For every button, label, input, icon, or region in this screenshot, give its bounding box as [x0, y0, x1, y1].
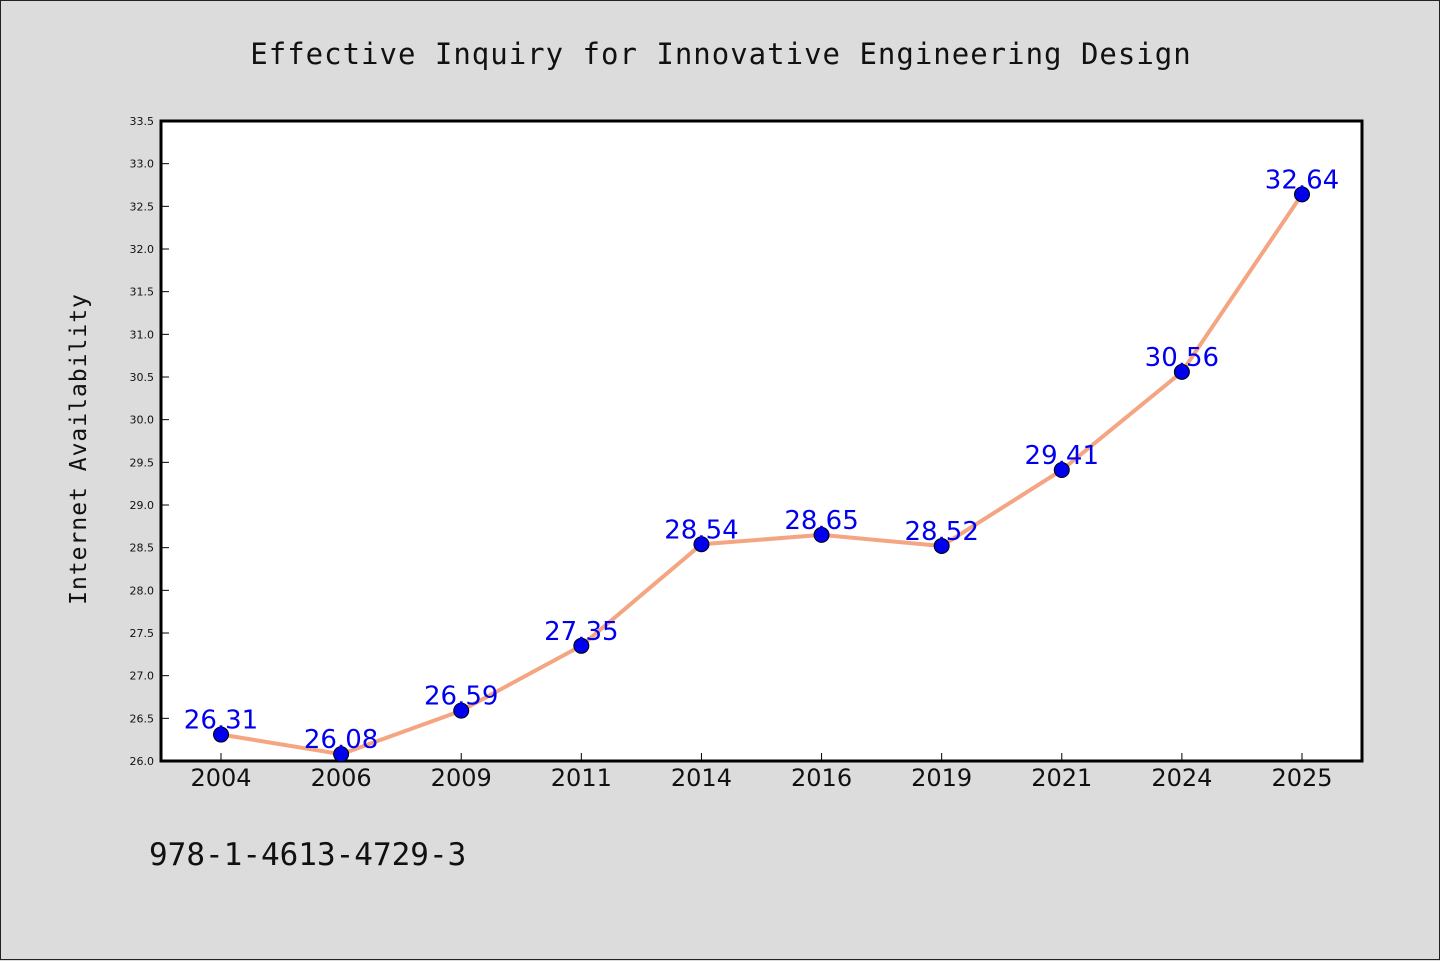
y-axis-ticks: 26.0 26.5 27.0 27.5 28.0 28.5 29.0 29.5 30.0 30.5… [130, 115, 169, 768]
x-tick-label: 2006 [311, 764, 372, 792]
y-tick-label: 32.0 [130, 243, 155, 256]
y-tick-label: 33.5 [130, 115, 155, 128]
data-label: 26.59 [424, 682, 498, 712]
x-tick-label: 2025 [1271, 764, 1332, 792]
y-tick-label: 30.5 [130, 371, 155, 384]
data-label: 27.35 [544, 617, 618, 647]
x-tick-label: 2024 [1151, 764, 1212, 792]
x-tick-label: 2021 [1031, 764, 1092, 792]
data-label: 26.08 [304, 725, 378, 755]
x-tick-label: 2014 [671, 764, 732, 792]
data-label: 28.54 [664, 515, 738, 545]
x-tick-label: 2004 [190, 764, 251, 792]
chart-title: Effective Inquiry for Innovative Enginee… [250, 37, 1191, 71]
data-point [453, 702, 470, 719]
y-tick-label: 26.5 [130, 712, 155, 725]
data-point [573, 637, 590, 654]
series-line [220, 193, 1304, 757]
data-label: 32.64 [1265, 165, 1339, 195]
data-label: 26.31 [184, 706, 258, 736]
data-point [933, 537, 950, 554]
y-tick-label: 26.0 [130, 755, 155, 768]
data-points [213, 186, 1310, 763]
y-tick-label: 29.5 [130, 456, 155, 469]
y-tick-label: 28.0 [130, 584, 155, 597]
data-point [1294, 186, 1310, 203]
y-axis-label: Internet Availability [66, 293, 92, 605]
x-tick-label: 2011 [551, 764, 612, 792]
data-label: 28.52 [904, 517, 978, 547]
data-labels: 26.31 26.08 26.59 27.35 28.54 28.65 28.52 29.41… [184, 165, 1339, 755]
data-label: 28.65 [784, 506, 858, 536]
data-point [1173, 363, 1190, 380]
y-tick-label: 31.5 [130, 286, 155, 299]
y-tick-label: 32.5 [130, 200, 155, 213]
y-tick-label: 28.5 [130, 542, 155, 555]
data-label: 29.41 [1025, 441, 1099, 471]
x-axis-ticks: 2004 2006 2009 2011 2014 2016 2019 2021 2024 2025 [190, 753, 1333, 792]
data-label: 30.56 [1145, 343, 1219, 373]
plot-area [159, 119, 1364, 763]
y-tick-label: 29.0 [130, 499, 155, 512]
y-tick-label: 27.0 [130, 670, 155, 683]
data-point [213, 726, 229, 743]
data-point [333, 746, 350, 763]
data-point [693, 536, 710, 553]
x-tick-label: 2019 [911, 764, 972, 792]
data-point [813, 526, 830, 543]
y-tick-label: 27.5 [130, 627, 155, 640]
data-point [1053, 462, 1070, 479]
isbn-text: 978-1-4613-4729-3 [149, 837, 466, 873]
y-tick-label: 31.0 [130, 328, 155, 341]
y-tick-label: 33.0 [130, 158, 155, 171]
x-tick-label: 2009 [431, 764, 492, 792]
y-tick-label: 30.0 [130, 414, 155, 427]
x-tick-label: 2016 [791, 764, 852, 792]
